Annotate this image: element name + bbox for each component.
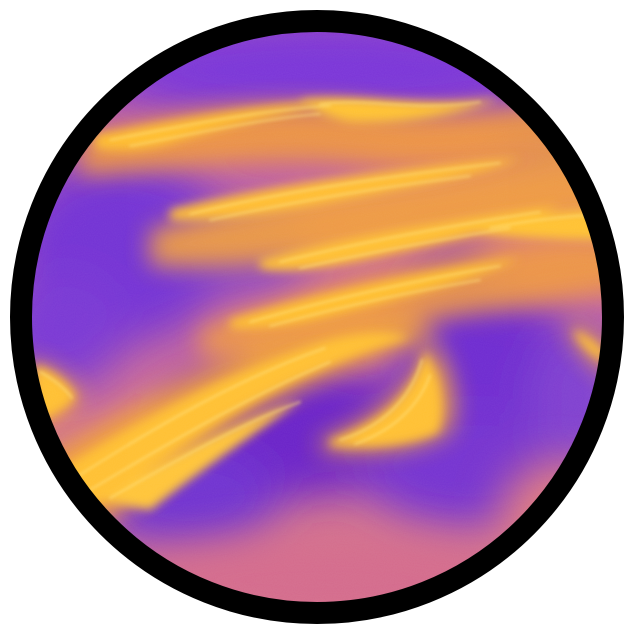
planet-rim (10, 10, 624, 624)
